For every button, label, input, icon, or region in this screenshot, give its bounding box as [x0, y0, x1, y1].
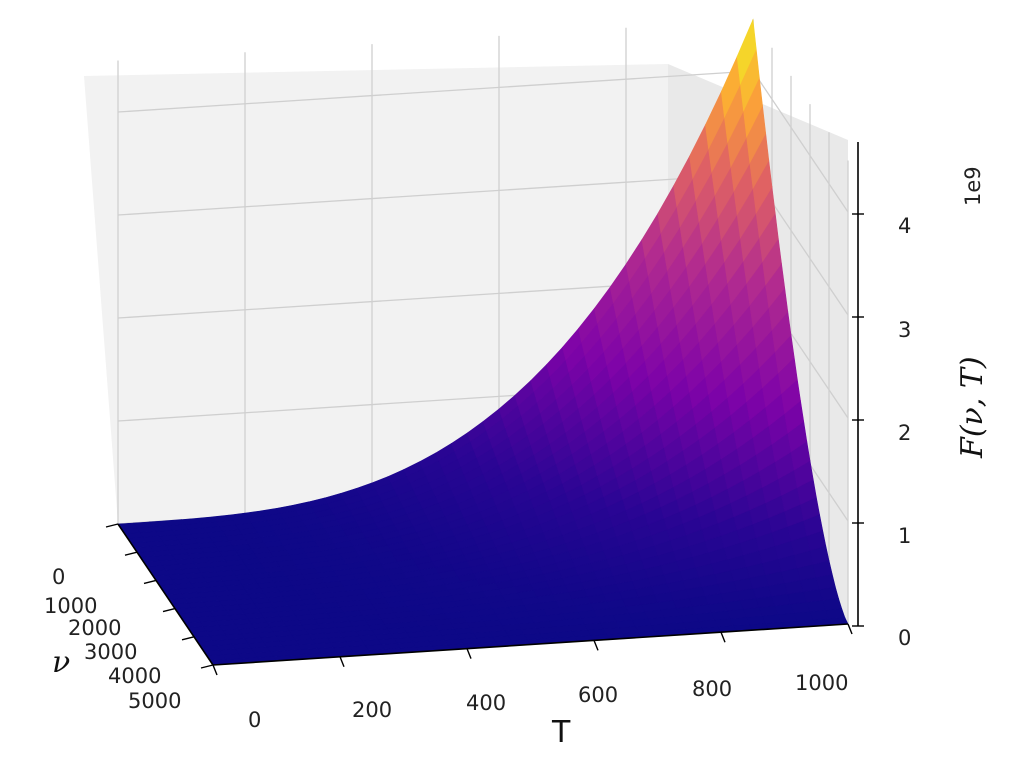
t-tick-mark: [212, 664, 218, 676]
f-tick-labels: 0 1 2 3 4: [898, 214, 911, 650]
t-tick-200: 200: [352, 698, 392, 722]
nu-tick-0: 0: [52, 565, 65, 589]
nu-tick-4000: 4000: [108, 664, 161, 688]
nu-tick-3000: 3000: [84, 640, 137, 664]
t-axis-label: T: [551, 715, 571, 750]
nu-tick-mark: [105, 523, 119, 528]
t-axis-line: [212, 623, 849, 666]
t-tick-mark: [593, 640, 599, 651]
axes: [105, 142, 864, 676]
f-tick-1: 1: [898, 524, 911, 548]
nu-tick-labels: 0 1000 2000 3000 4000 5000: [44, 565, 181, 713]
t-tick-mark: [466, 648, 472, 659]
surface-patch: [736, 18, 757, 86]
grid-line: [117, 70, 754, 113]
nu-tick-mark: [143, 579, 157, 585]
t-tick-0: 0: [248, 708, 261, 732]
f-axis-label: F(ν, T): [955, 356, 990, 459]
surface-patch: [196, 516, 217, 524]
nu-tick-mark: [181, 636, 195, 641]
nu-tick-mark: [200, 664, 214, 669]
t-tick-mark: [720, 631, 726, 643]
t-tick-400: 400: [466, 691, 506, 715]
f-tick-0: 0: [898, 626, 911, 650]
t-tick-mark: [847, 623, 853, 635]
grid-line: [117, 173, 754, 216]
t-tick-800: 800: [692, 677, 732, 701]
grid-line: [752, 70, 849, 213]
t-tick-labels: 0 200 400 600 800 1000: [248, 671, 848, 732]
nu-tick-2000: 2000: [68, 616, 121, 640]
t-tick-mark: [339, 656, 345, 668]
nu-axis-label: ν: [52, 645, 70, 680]
t-tick-600: 600: [578, 683, 618, 707]
nu-tick-mark: [162, 607, 176, 613]
offset-text: 1e9: [961, 166, 985, 206]
f-tick-3: 3: [898, 318, 911, 342]
f-tick-2: 2: [898, 421, 911, 445]
surface-plot: [117, 18, 849, 666]
nu-tick-5000: 5000: [128, 689, 181, 713]
nu-tick-mark: [124, 551, 138, 556]
nu-tick-1000: 1000: [44, 594, 97, 618]
nu-axis-line: [117, 523, 214, 666]
t-tick-1000: 1000: [795, 671, 848, 695]
f-tick-4: 4: [898, 214, 911, 238]
